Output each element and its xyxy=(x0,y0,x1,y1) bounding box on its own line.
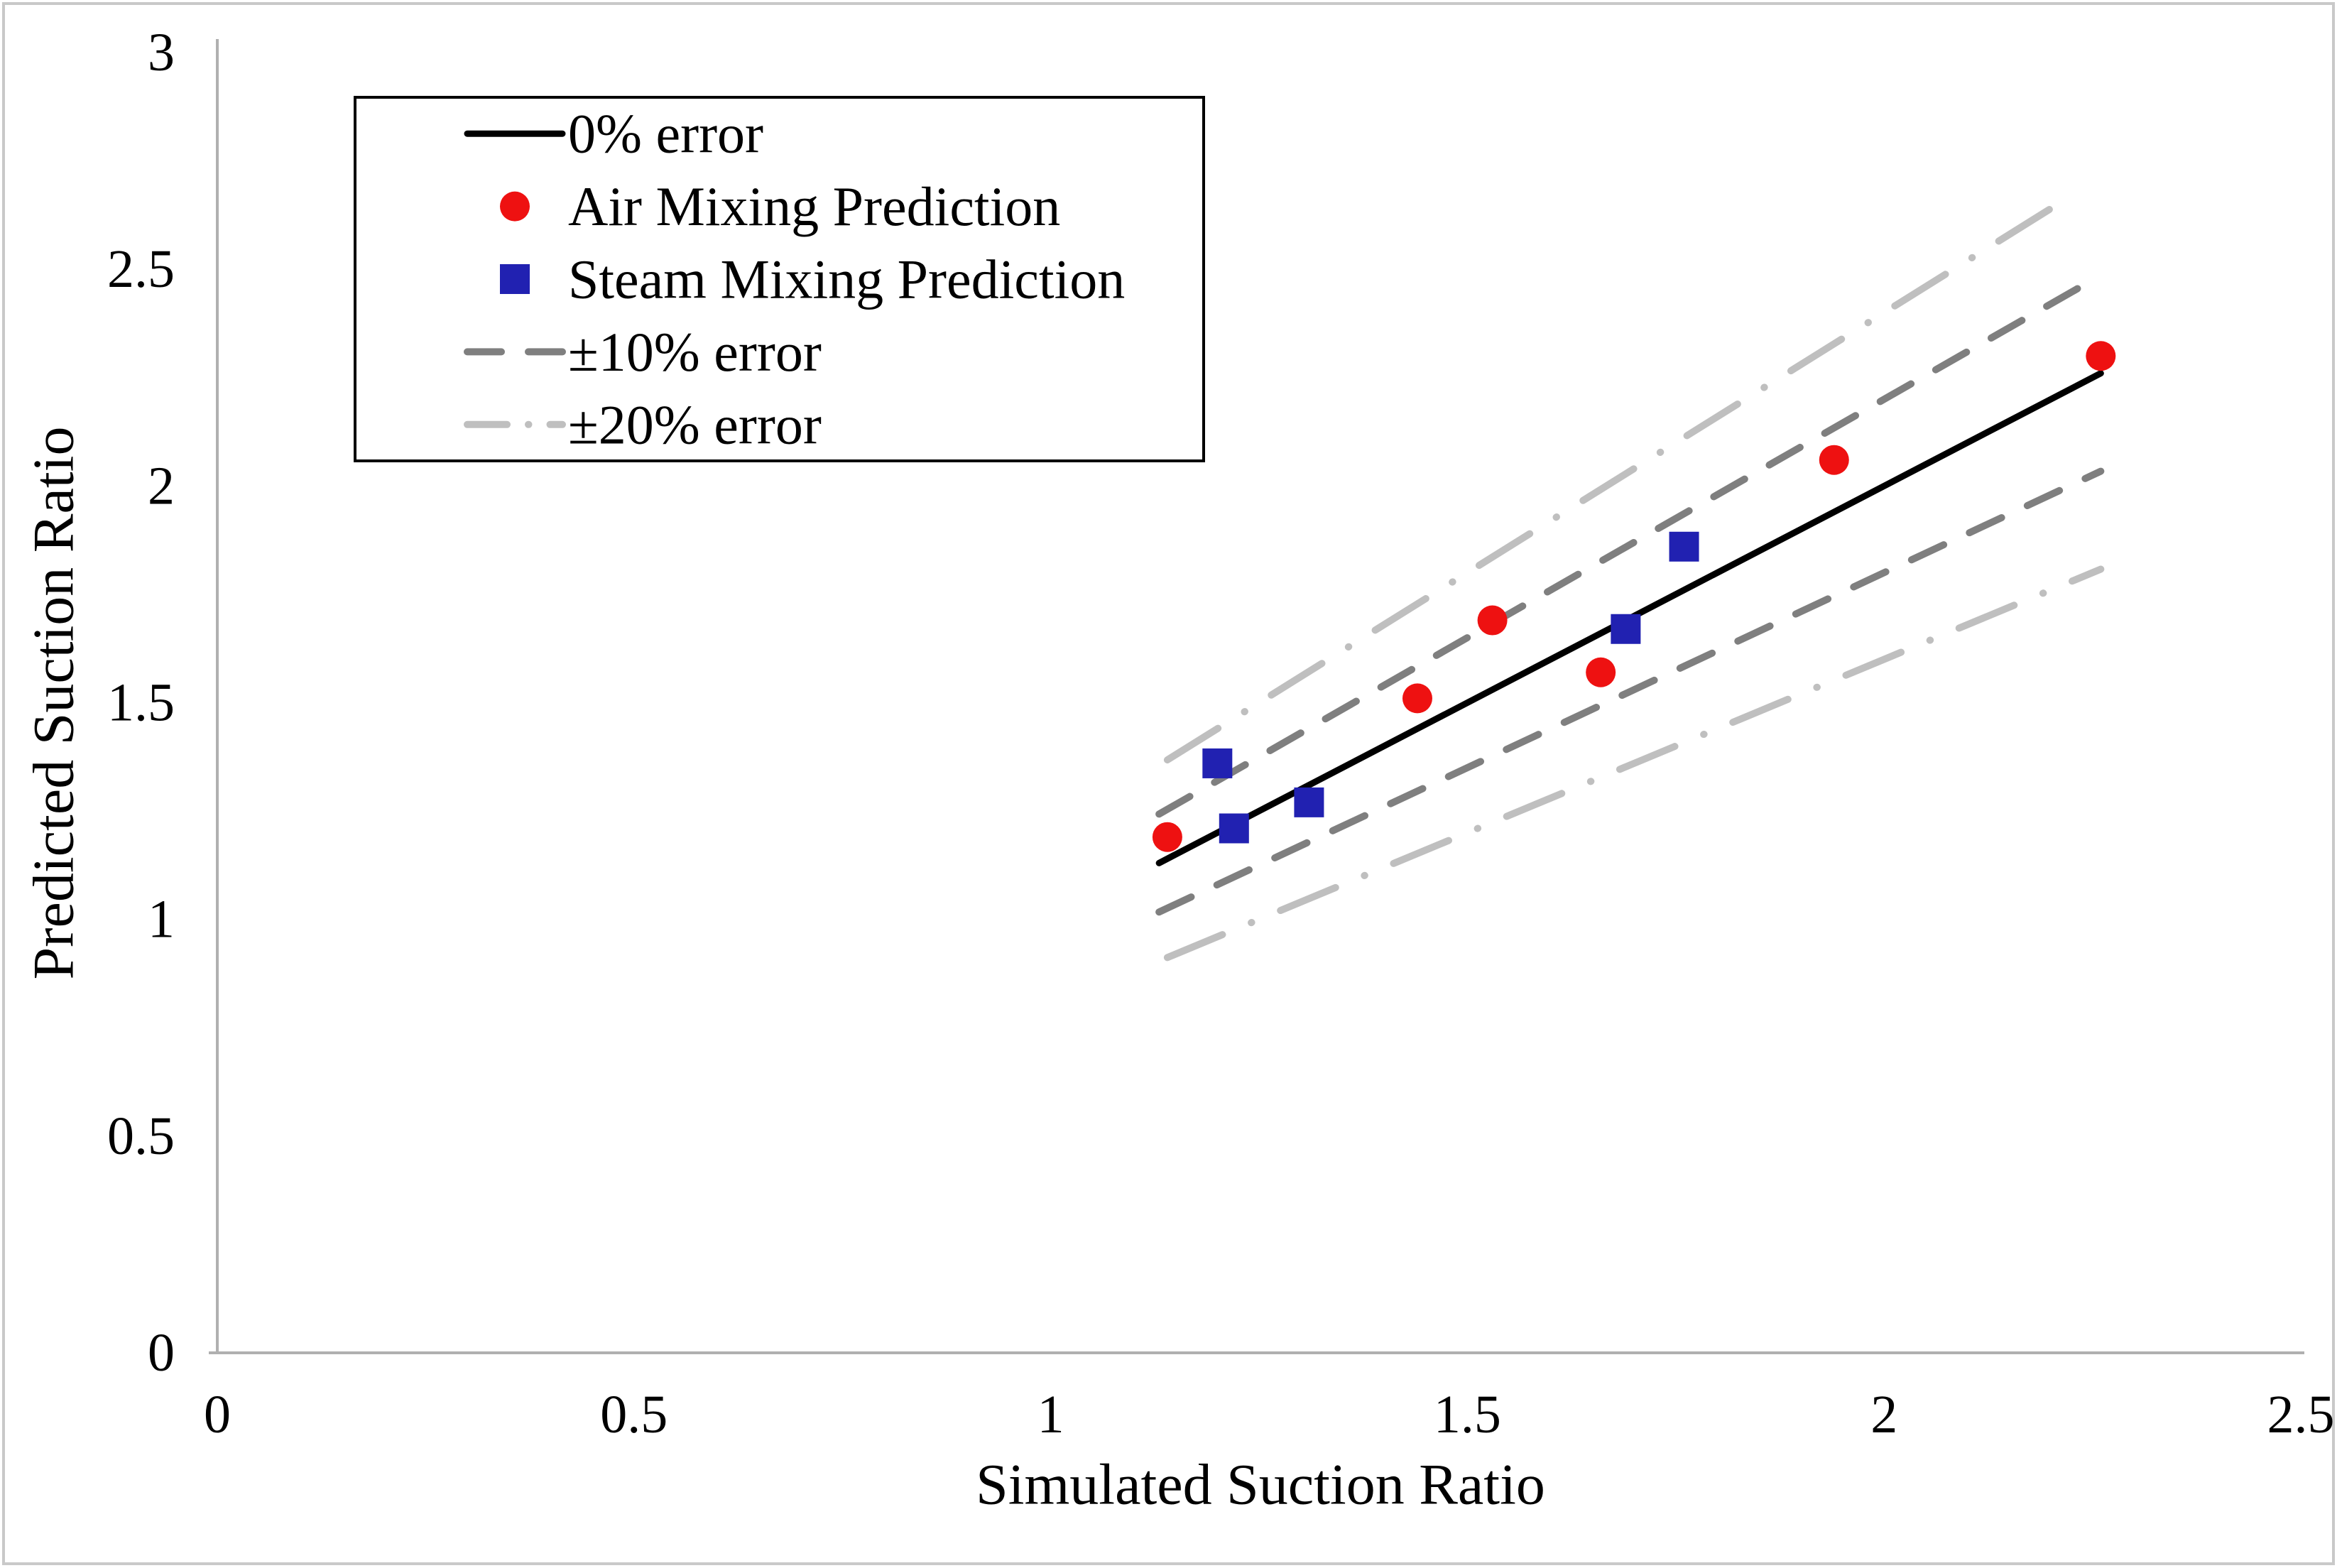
data-point-air-mixing-prediction xyxy=(1402,683,1432,714)
line-20-error xyxy=(1163,565,2105,962)
y-tick-label: 0 xyxy=(148,1323,175,1383)
data-points-group xyxy=(1152,341,2116,852)
data-point-air-mixing-prediction xyxy=(1586,657,1616,687)
legend-item-0-error: 0% error xyxy=(464,103,763,165)
x-tick-label: 1.5 xyxy=(1434,1385,1501,1444)
data-point-steam-mixing-prediction xyxy=(1294,787,1324,817)
x-tick-label: 0 xyxy=(204,1385,231,1444)
legend-swatch-circle xyxy=(500,191,530,222)
series-air-mixing-prediction xyxy=(1152,341,2116,852)
x-tick-label: 0.5 xyxy=(600,1385,668,1444)
reference-lines-group xyxy=(1155,200,2105,962)
line-10-error xyxy=(1155,271,2105,818)
data-point-steam-mixing-prediction xyxy=(1611,614,1641,644)
data-point-air-mixing-prediction xyxy=(1152,822,1182,852)
y-tick-label: 1 xyxy=(148,890,175,949)
data-point-air-mixing-prediction xyxy=(2086,341,2116,371)
legend-item-steam-mixing-prediction: Steam Mixing Prediction xyxy=(500,249,1125,310)
legend-swatch-square xyxy=(500,264,530,294)
x-tick-label: 2.5 xyxy=(2267,1385,2335,1444)
data-point-air-mixing-prediction xyxy=(1819,445,1849,475)
y-tick-label: 2.5 xyxy=(107,239,175,299)
legend-label: ±10% error xyxy=(568,321,822,383)
legend-box xyxy=(354,96,1205,462)
line-10-error xyxy=(1155,467,2105,916)
data-point-air-mixing-prediction xyxy=(1477,605,1508,636)
data-point-steam-mixing-prediction xyxy=(1219,813,1249,844)
legend-item-air-mixing-prediction: Air Mixing Prediction xyxy=(500,175,1060,237)
legend-item-10-error: ±10% error xyxy=(464,321,822,383)
legend-item-20-error: ±20% error xyxy=(464,393,822,455)
y-tick-label: 3 xyxy=(148,23,175,82)
legend: 0% error Air Mixing Prediction Steam Mixin… xyxy=(354,96,1205,462)
legend-label: ±20% error xyxy=(568,393,822,455)
legend-rows-group: 0% error Air Mixing Prediction Steam Mixin… xyxy=(464,103,1125,455)
data-point-steam-mixing-prediction xyxy=(1669,531,1699,562)
y-axis-title: Predicted Suction Ratio xyxy=(21,427,86,980)
y-tick-label: 1.5 xyxy=(107,673,175,733)
x-tick-label: 1 xyxy=(1037,1385,1064,1444)
y-tick-label: 2 xyxy=(148,456,175,516)
y-tick-labels-group: 0 0.5 1 1.5 2 2.5 3 xyxy=(107,23,175,1383)
legend-label: Air Mixing Prediction xyxy=(568,175,1060,237)
series-steam-mixing-prediction xyxy=(1202,531,1699,844)
legend-label: Steam Mixing Prediction xyxy=(568,249,1125,310)
y-tick-label: 0.5 xyxy=(107,1106,175,1166)
line-20-error xyxy=(1163,200,2063,764)
x-tick-label: 2 xyxy=(1870,1385,1897,1444)
data-point-steam-mixing-prediction xyxy=(1202,748,1233,778)
x-axis-title: Simulated Suction Ratio xyxy=(976,1452,1545,1517)
x-tick-labels-group: 0 0.5 1 1.5 2 2.5 xyxy=(204,1385,2335,1444)
legend-label: 0% error xyxy=(568,103,763,165)
